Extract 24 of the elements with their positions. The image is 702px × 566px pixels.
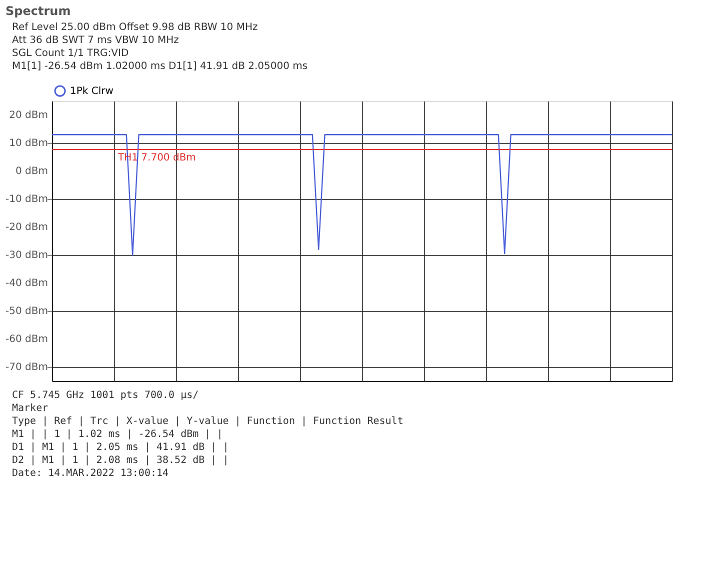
text: Type | Ref | Trc | X-value | Y-value | Function | Function Result: [12, 416, 404, 427]
text: Date: 14.MAR.2022 13:00:14: [12, 468, 169, 479]
text: Att 36 dB SWT 7 ms VBW 10 MHz: [12, 35, 179, 46]
y-tick-label: -20 dBm: [6, 222, 48, 233]
y-tick-label: -50 dBm: [6, 306, 48, 317]
y-tick-label: 0 dBm: [16, 166, 48, 177]
y-tick-label: -70 dBm: [6, 362, 48, 373]
y-tick-label: -60 dBm: [6, 334, 48, 345]
y-tick-label: -10 dBm: [6, 194, 48, 205]
text: Marker: [12, 403, 48, 414]
text: M1 | | 1 | 1.02 ms | -26.54 dBm | |: [12, 429, 223, 440]
text: M1[1] -26.54 dBm 1.02000 ms D1[1] 41.91 dB 2.05000 ms: [12, 61, 308, 72]
y-tick-label: -40 dBm: [6, 278, 48, 289]
y-tick-label: 10 dBm: [9, 138, 48, 149]
y-tick-label: 20 dBm: [9, 110, 48, 121]
text: CF 5.745 GHz 1001 pts 700.0 µs/: [12, 390, 199, 401]
chart-title: Spectrum: [6, 4, 71, 18]
text: SGL Count 1/1 TRG:VID: [12, 48, 129, 59]
line-series: [51, 134, 673, 256]
text: Ref Level 25.00 dBm Offset 9.98 dB RBW 10 MHz: [12, 22, 258, 33]
legend-label: 1Pk Clrw: [70, 86, 114, 97]
text: D1 | M1 | 1 | 2.05 ms | 41.91 dB | |: [12, 442, 229, 453]
text: D2 | M1 | 1 | 2.08 ms | 38.52 dB | |: [12, 455, 229, 466]
y-tick-label: -30 dBm: [6, 250, 48, 261]
